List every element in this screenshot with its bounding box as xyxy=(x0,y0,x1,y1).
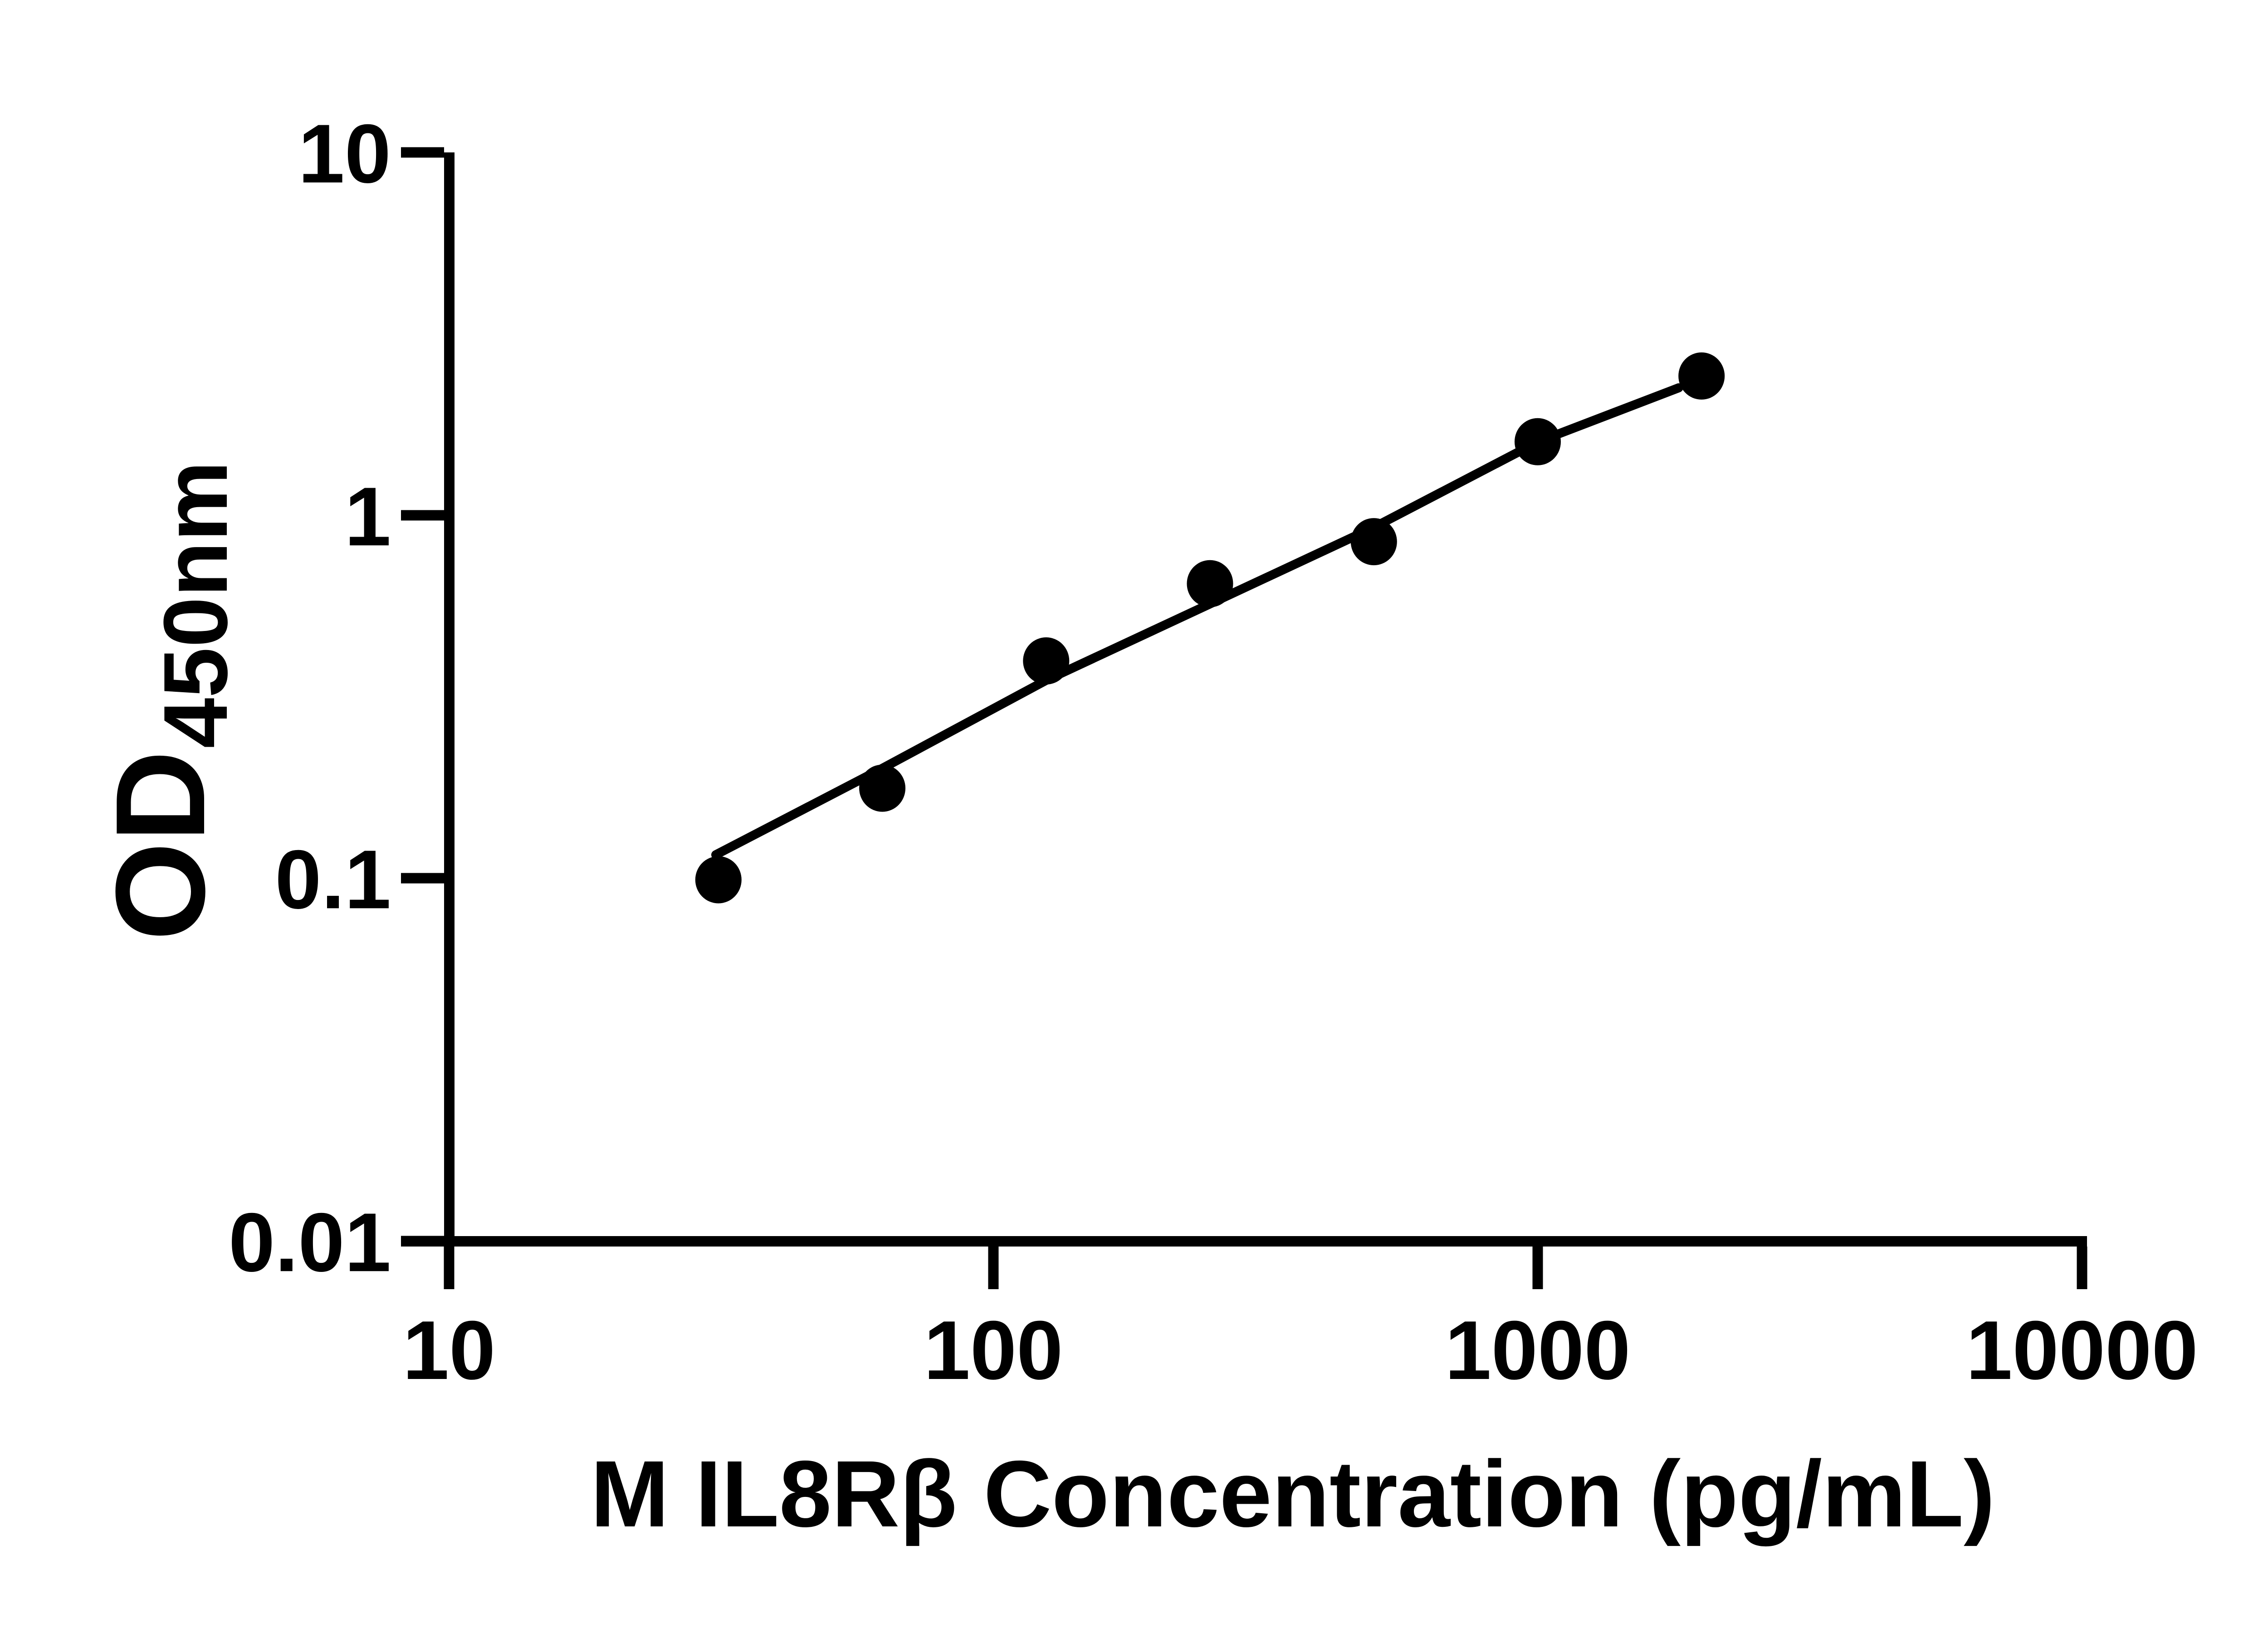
data-point-marker xyxy=(1515,418,1561,465)
data-point-marker xyxy=(695,856,742,904)
x-axis-tick-labels: 10 100 1000 10000 xyxy=(403,1303,2198,1397)
x-axis-ticks xyxy=(444,1247,2087,1289)
y-axis-title: OD 450nm xyxy=(90,461,246,941)
data-point-marker xyxy=(859,764,906,812)
x-tick-label: 10000 xyxy=(1966,1303,2198,1397)
y-axis-ticks xyxy=(401,147,444,1247)
y-tick-label: 0.01 xyxy=(229,1195,391,1289)
y-axis-title-main: OD xyxy=(90,750,231,941)
x-tick-label: 1000 xyxy=(1445,1303,1630,1397)
x-tick-label: 10 xyxy=(403,1303,496,1397)
data-points-group xyxy=(695,352,1725,904)
data-point-marker xyxy=(1678,352,1725,400)
y-tick-label: 1 xyxy=(345,469,391,563)
y-tick-label: 10 xyxy=(298,107,391,200)
x-axis-title: M IL8Rβ Concentration (pg/mL) xyxy=(591,1442,1995,1547)
data-point-marker xyxy=(1023,637,1070,684)
y-axis-title-subscript: 450nm xyxy=(145,461,246,748)
x-tick-label: 100 xyxy=(924,1303,1063,1397)
data-point-marker xyxy=(1187,560,1233,607)
y-axis-tick-labels: 10 1 0.1 0.01 xyxy=(229,107,391,1289)
y-tick-label: 0.1 xyxy=(275,832,391,926)
data-point-marker xyxy=(1350,518,1397,566)
